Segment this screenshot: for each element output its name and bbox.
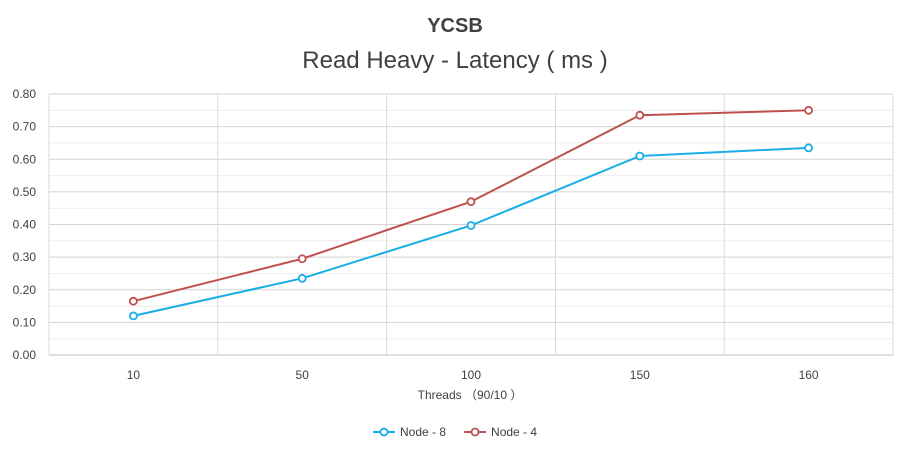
y-tick-label: 0.80 <box>13 87 37 101</box>
y-tick-label: 0.00 <box>13 348 37 362</box>
legend: Node - 8 Node - 4 <box>373 425 537 439</box>
x-tick-label: 50 <box>296 368 310 382</box>
legend-marker-1 <box>379 427 389 437</box>
y-tick-label: 0.60 <box>13 152 37 166</box>
series-line-1 <box>133 146 809 317</box>
x-axis-ticks: 10 50 100 150 160 <box>127 368 819 382</box>
y-tick-label: 0.50 <box>13 185 37 199</box>
y-tick-label: 0.30 <box>13 250 37 264</box>
legend-label-1: Node - 8 <box>400 425 446 439</box>
y-axis-ticks: 0.00 0.10 0.20 0.30 0.40 0.50 0.60 0.70 0.80 <box>13 87 37 362</box>
x-axis-label: Threads （90/10 ） <box>418 388 523 402</box>
data-point <box>804 105 813 115</box>
data-point <box>635 110 645 120</box>
data-point <box>297 254 307 264</box>
x-tick-label: 100 <box>461 368 481 382</box>
data-point <box>128 296 138 306</box>
y-tick-label: 0.40 <box>13 218 37 232</box>
x-tick-label: 160 <box>799 368 819 382</box>
y-tick-label: 0.70 <box>13 120 37 134</box>
legend-label-2: Node - 4 <box>491 425 537 439</box>
chart-title: YCSB <box>427 15 483 37</box>
legend-marker-2 <box>470 427 480 437</box>
data-point <box>128 311 138 321</box>
x-tick-label: 150 <box>630 368 650 382</box>
y-tick-label: 0.10 <box>13 315 37 329</box>
series-layer <box>128 105 813 321</box>
y-tick-label: 0.20 <box>13 283 37 297</box>
data-point <box>466 197 476 207</box>
x-tick-label: 10 <box>127 368 141 382</box>
data-point <box>466 221 476 230</box>
data-point <box>297 273 307 283</box>
data-point <box>804 143 813 153</box>
data-point <box>635 151 645 161</box>
chart-subtitle: Read Heavy - Latency ( ms ) <box>302 47 607 74</box>
